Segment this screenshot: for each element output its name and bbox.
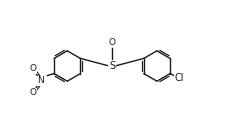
Text: N: N [38, 76, 44, 85]
Text: O: O [30, 88, 36, 97]
Text: O: O [109, 38, 116, 47]
Text: O: O [30, 64, 36, 74]
Text: S: S [109, 61, 115, 71]
Text: Cl: Cl [174, 73, 184, 83]
